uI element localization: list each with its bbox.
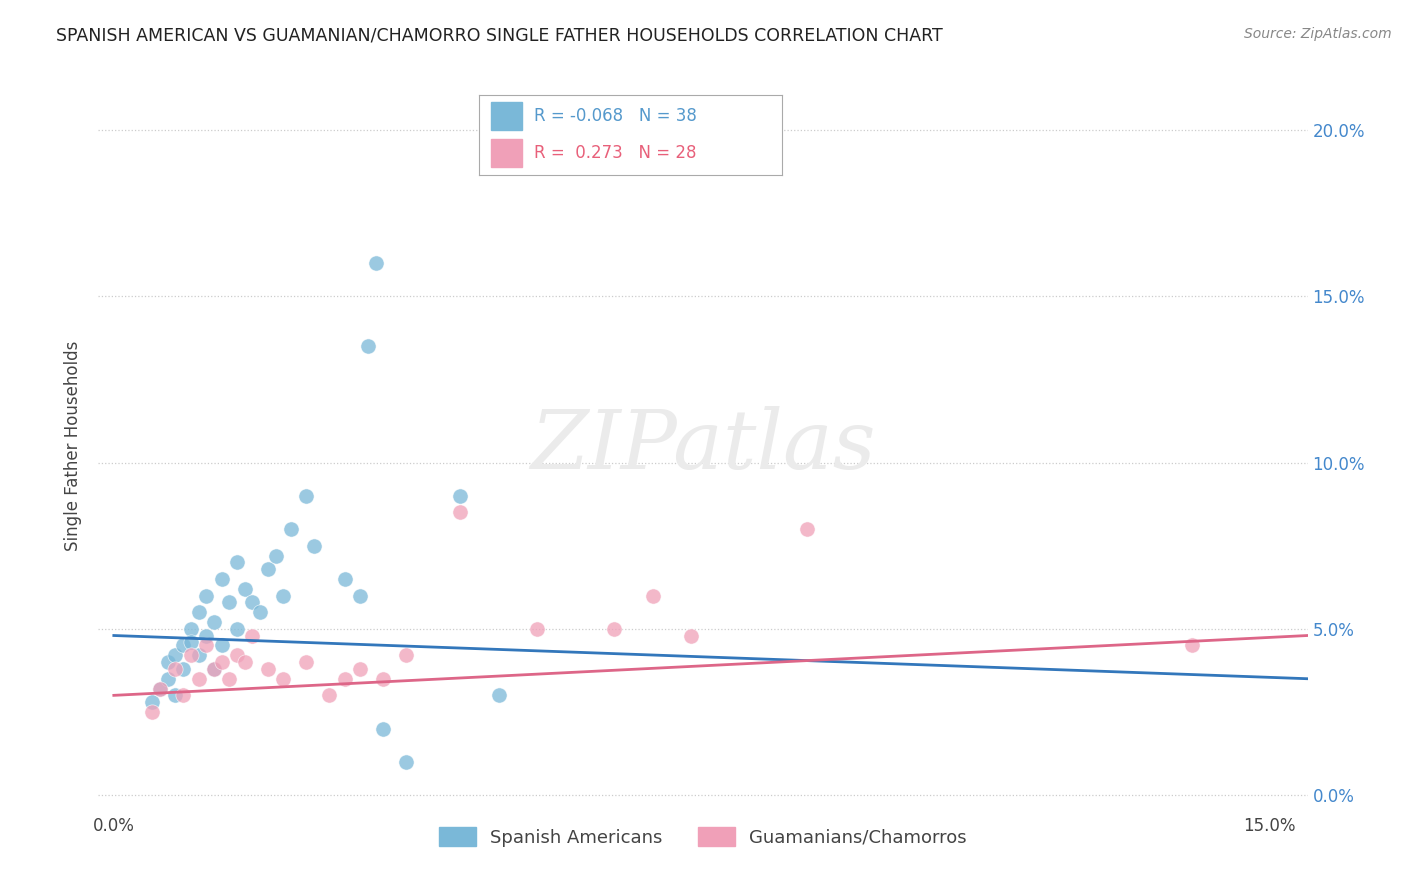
Point: [271, 672, 294, 686]
Point: [156, 655, 179, 669]
Point: [302, 539, 325, 553]
Point: [165, 648, 187, 663]
Point: [526, 622, 548, 636]
Legend: Spanish Americans, Guamanians/Chamorros: Spanish Americans, Guamanians/Chamorros: [432, 820, 974, 854]
Point: [165, 689, 187, 703]
Point: [187, 605, 209, 619]
Point: [280, 522, 302, 536]
Point: [1181, 639, 1204, 653]
Point: [202, 662, 225, 676]
Point: [172, 662, 194, 676]
Point: [211, 639, 233, 653]
Point: [364, 256, 387, 270]
Point: [681, 628, 703, 642]
Point: [488, 689, 510, 703]
Point: [156, 672, 179, 686]
Point: [641, 589, 664, 603]
Point: [218, 672, 240, 686]
Point: [264, 549, 287, 563]
Point: [141, 705, 163, 719]
Point: [202, 662, 225, 676]
Point: [187, 648, 209, 663]
Point: [271, 589, 294, 603]
Point: [333, 572, 356, 586]
Point: [172, 639, 194, 653]
Point: [165, 662, 187, 676]
Point: [395, 755, 418, 769]
Point: [211, 655, 233, 669]
Point: [233, 582, 256, 596]
Point: [395, 648, 418, 663]
Point: [449, 489, 471, 503]
Point: [349, 662, 371, 676]
Point: [180, 622, 202, 636]
Point: [349, 589, 371, 603]
Point: [257, 562, 280, 576]
Point: [318, 689, 340, 703]
Point: [242, 595, 264, 609]
Point: [242, 628, 264, 642]
Point: [195, 589, 218, 603]
Point: [226, 555, 249, 569]
Point: [149, 681, 172, 696]
Point: [180, 635, 202, 649]
Point: [449, 506, 471, 520]
Point: [295, 489, 318, 503]
Point: [373, 672, 395, 686]
Point: [257, 662, 280, 676]
Point: [187, 672, 209, 686]
Point: [233, 655, 256, 669]
Point: [149, 681, 172, 696]
Point: [249, 605, 271, 619]
Point: [180, 648, 202, 663]
Text: Source: ZipAtlas.com: Source: ZipAtlas.com: [1244, 27, 1392, 41]
Point: [295, 655, 318, 669]
Point: [226, 648, 249, 663]
Point: [333, 672, 356, 686]
Point: [796, 522, 818, 536]
Point: [202, 615, 225, 630]
Point: [195, 628, 218, 642]
Point: [172, 689, 194, 703]
Point: [357, 339, 380, 353]
Y-axis label: Single Father Households: Single Father Households: [65, 341, 83, 551]
Point: [218, 595, 240, 609]
Text: ZIPatlas: ZIPatlas: [530, 406, 876, 486]
Point: [603, 622, 626, 636]
Text: SPANISH AMERICAN VS GUAMANIAN/CHAMORRO SINGLE FATHER HOUSEHOLDS CORRELATION CHAR: SPANISH AMERICAN VS GUAMANIAN/CHAMORRO S…: [56, 27, 943, 45]
Point: [195, 639, 218, 653]
Point: [211, 572, 233, 586]
Point: [373, 722, 395, 736]
Point: [141, 695, 163, 709]
Point: [226, 622, 249, 636]
